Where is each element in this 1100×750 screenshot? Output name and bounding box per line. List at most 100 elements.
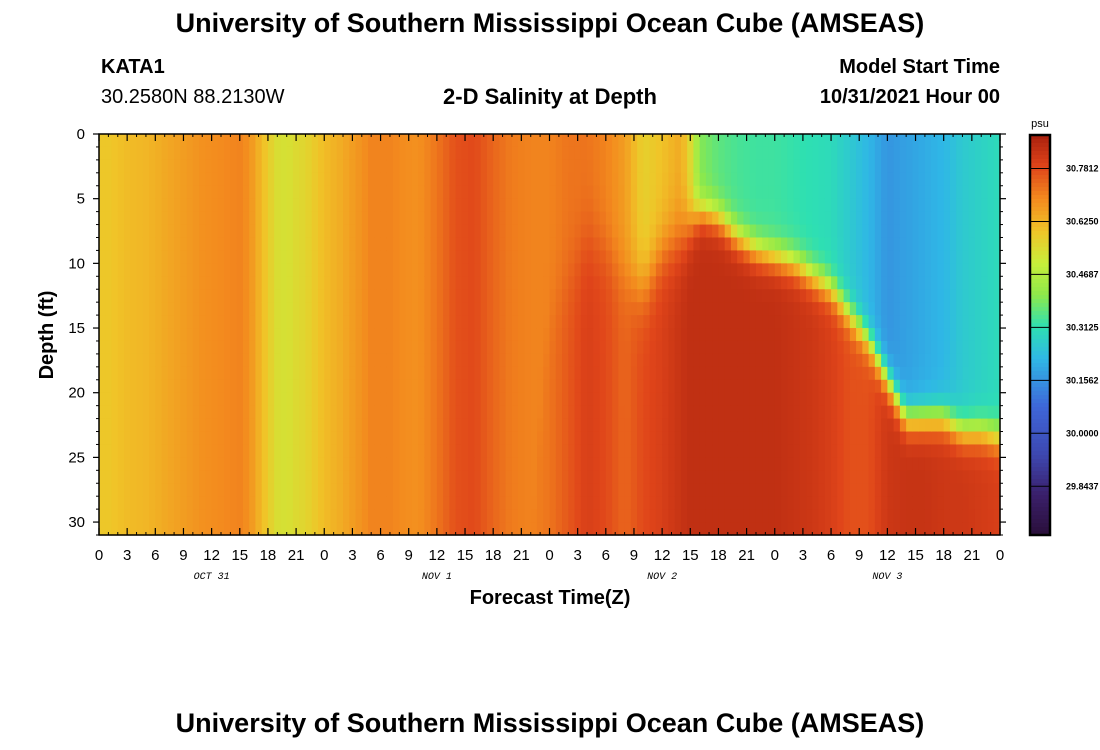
heatmap-cell: [824, 366, 832, 381]
heatmap-cell: [474, 522, 482, 536]
heatmap-cell: [912, 237, 920, 252]
heatmap-cell: [787, 405, 795, 420]
colorbar-segment: [1030, 227, 1050, 232]
heatmap-cell: [361, 159, 369, 174]
heatmap-cell: [205, 483, 213, 497]
heatmap-cell: [374, 263, 382, 277]
heatmap-cell: [505, 405, 513, 420]
heatmap-cell: [630, 340, 638, 355]
heatmap-cell: [737, 172, 745, 187]
heatmap-cell: [574, 405, 582, 420]
heatmap-cell: [862, 405, 870, 420]
heatmap-cell: [149, 392, 156, 407]
heatmap-cell: [749, 509, 757, 523]
heatmap-cell: [956, 224, 964, 239]
heatmap-cell: [668, 457, 676, 471]
colorbar-segment: [1030, 187, 1050, 192]
heatmap-cell: [136, 418, 144, 433]
heatmap-cell: [524, 392, 532, 407]
heatmap-cell: [105, 392, 113, 407]
y-tick-label: 10: [68, 255, 85, 272]
heatmap-cell: [436, 444, 444, 458]
heatmap-cell: [493, 185, 501, 200]
heatmap-cell: [987, 366, 995, 381]
heatmap-cell: [393, 250, 400, 264]
heatmap-cell: [311, 315, 319, 329]
heatmap-cell: [637, 315, 644, 329]
heatmap-cell: [161, 302, 169, 316]
heatmap-cell: [286, 522, 294, 536]
heatmap-cell: [618, 496, 626, 510]
heatmap-cell: [618, 444, 626, 458]
heatmap-cell: [831, 470, 838, 484]
heatmap-cell: [549, 483, 557, 497]
heatmap-cell: [511, 237, 519, 252]
heatmap-cell: [906, 405, 914, 420]
heatmap-cell: [612, 211, 619, 226]
heatmap-cell: [674, 198, 682, 213]
heatmap-cell: [668, 250, 676, 264]
x-tick-label: 0: [996, 547, 1004, 564]
heatmap-cell: [643, 250, 651, 264]
heatmap-cell: [493, 405, 501, 420]
heatmap-cell: [724, 418, 732, 433]
heatmap-cell: [862, 302, 870, 316]
heatmap-cell: [355, 146, 363, 161]
heatmap-cell: [286, 379, 294, 394]
heatmap-cell: [524, 444, 532, 458]
heatmap-cell: [705, 211, 713, 226]
heatmap-cell: [149, 185, 156, 200]
heatmap-cell: [924, 392, 932, 407]
heatmap-cell: [255, 509, 263, 523]
heatmap-cell: [931, 302, 939, 316]
heatmap-cell: [774, 289, 782, 303]
heatmap-cell: [643, 289, 651, 303]
heatmap-cell: [136, 134, 144, 148]
heatmap-cell: [217, 250, 225, 264]
heatmap-cell: [687, 457, 695, 471]
heatmap-cell: [730, 198, 738, 213]
heatmap-cell: [843, 146, 851, 161]
heatmap-cell: [768, 250, 776, 264]
heatmap-cell: [705, 263, 713, 277]
heatmap-cell: [968, 444, 976, 458]
colorbar-segment: [1030, 295, 1050, 300]
heatmap-cell: [405, 302, 413, 316]
heatmap-cell: [799, 431, 807, 446]
heatmap-cell: [186, 496, 194, 510]
heatmap-cell: [718, 353, 726, 368]
heatmap-cell: [393, 328, 400, 342]
heatmap-cell: [812, 211, 820, 226]
heatmap-cell: [668, 405, 676, 420]
heatmap-cell: [818, 340, 826, 355]
heatmap-cell: [768, 302, 776, 316]
heatmap-cell: [274, 315, 282, 329]
heatmap-cell: [993, 431, 1001, 446]
heatmap-cell: [749, 392, 757, 407]
heatmap-cell: [956, 146, 964, 161]
heatmap-cell: [261, 444, 269, 458]
heatmap-cell: [918, 470, 926, 484]
heatmap-cell: [662, 353, 669, 368]
heatmap-cell: [111, 522, 119, 536]
heatmap-cell: [843, 496, 851, 510]
heatmap-cell: [787, 418, 795, 433]
heatmap-cell: [643, 237, 651, 252]
heatmap-cell: [856, 509, 863, 523]
heatmap-cell: [436, 522, 444, 536]
heatmap-cell: [630, 496, 638, 510]
heatmap-cell: [530, 224, 538, 239]
heatmap-cell: [962, 198, 970, 213]
heatmap-cell: [167, 457, 175, 471]
heatmap-cell: [862, 444, 870, 458]
heatmap-cell: [730, 134, 738, 148]
heatmap-cell: [605, 405, 613, 420]
heatmap-cell: [587, 496, 594, 510]
heatmap-cell: [205, 457, 213, 471]
heatmap-cell: [831, 198, 838, 213]
heatmap-cell: [987, 483, 995, 497]
heatmap-cell: [956, 522, 964, 536]
heatmap-cell: [699, 211, 707, 226]
heatmap-cell: [549, 431, 557, 446]
heatmap-cell: [968, 353, 976, 368]
